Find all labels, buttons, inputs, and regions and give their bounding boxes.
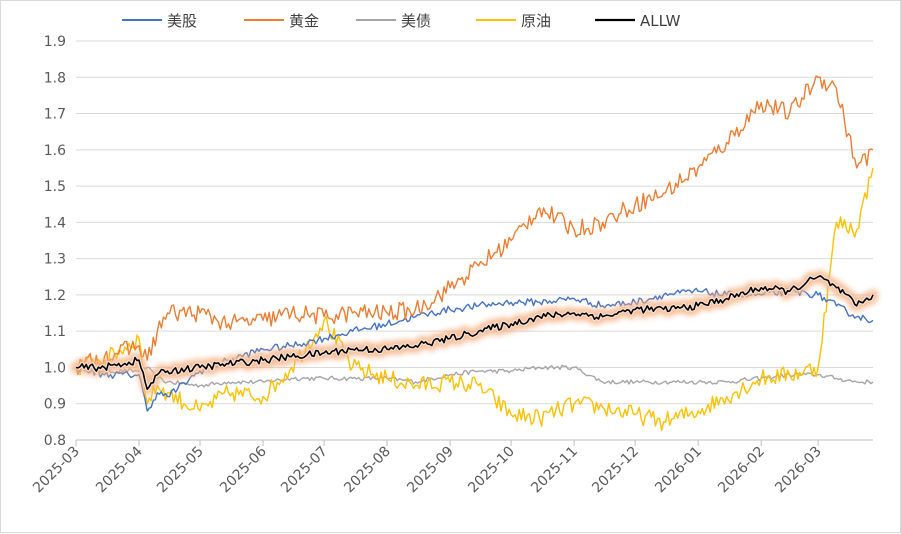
y-tick-label: 1.4 xyxy=(44,215,66,231)
us-stock-series-line xyxy=(75,287,874,412)
y-tick-label: 0.8 xyxy=(44,433,66,449)
x-tick-label: 2025-09 xyxy=(404,444,457,497)
x-tick-label: 2025-06 xyxy=(217,443,270,496)
series-lines xyxy=(70,75,879,431)
y-tick-label: 1.8 xyxy=(44,70,66,86)
y-tick-label: 1.7 xyxy=(44,107,66,123)
legend-label-allw: ALLW xyxy=(640,12,681,30)
x-tick-label: 2025-07 xyxy=(278,444,331,497)
allw-series-line xyxy=(75,275,874,390)
y-tick-label: 1.0 xyxy=(44,360,66,376)
x-tick-label: 2026-02 xyxy=(715,444,768,497)
us-bond-series-line xyxy=(75,364,874,388)
gridlines xyxy=(76,40,873,405)
y-tick-label: 0.9 xyxy=(44,397,66,413)
y-tick-label: 1.3 xyxy=(44,252,66,268)
x-tick-label: 2025-04 xyxy=(93,443,146,496)
y-tick-label: 1.6 xyxy=(44,143,66,159)
x-tick-label: 2025-10 xyxy=(465,444,518,497)
x-tick-label: 2025-03 xyxy=(30,444,83,497)
x-tick-label: 2025-08 xyxy=(341,444,394,497)
x-tick-label: 2025-05 xyxy=(154,444,207,497)
crude-oil-series-line xyxy=(75,167,874,431)
gold-series-line xyxy=(75,75,874,376)
x-tick-label: 2026-03 xyxy=(772,444,825,497)
y-tick-label: 1.5 xyxy=(44,179,66,195)
x-tick-label: 2025-12 xyxy=(589,444,642,497)
legend: 美股 黄金 美债 原油 ALLW xyxy=(122,12,681,30)
axes: 0.8 0.9 1.0 1.1 1.2 1.3 1.4 1.5 1.6 1.7 1.8 1.9 2025… xyxy=(30,34,873,496)
legend-label-us-stock: 美股 xyxy=(167,12,197,30)
x-tick-label: 2026-01 xyxy=(652,444,705,497)
legend-label-us-bond: 美债 xyxy=(401,12,431,30)
y-tick-label: 1.9 xyxy=(44,34,66,50)
legend-label-crude-oil: 原油 xyxy=(521,12,551,30)
x-tick-label: 2025-11 xyxy=(528,444,581,497)
legend-label-gold: 黄金 xyxy=(289,12,319,30)
y-tick-label: 1.2 xyxy=(44,288,66,304)
y-tick-label: 1.1 xyxy=(44,324,66,340)
